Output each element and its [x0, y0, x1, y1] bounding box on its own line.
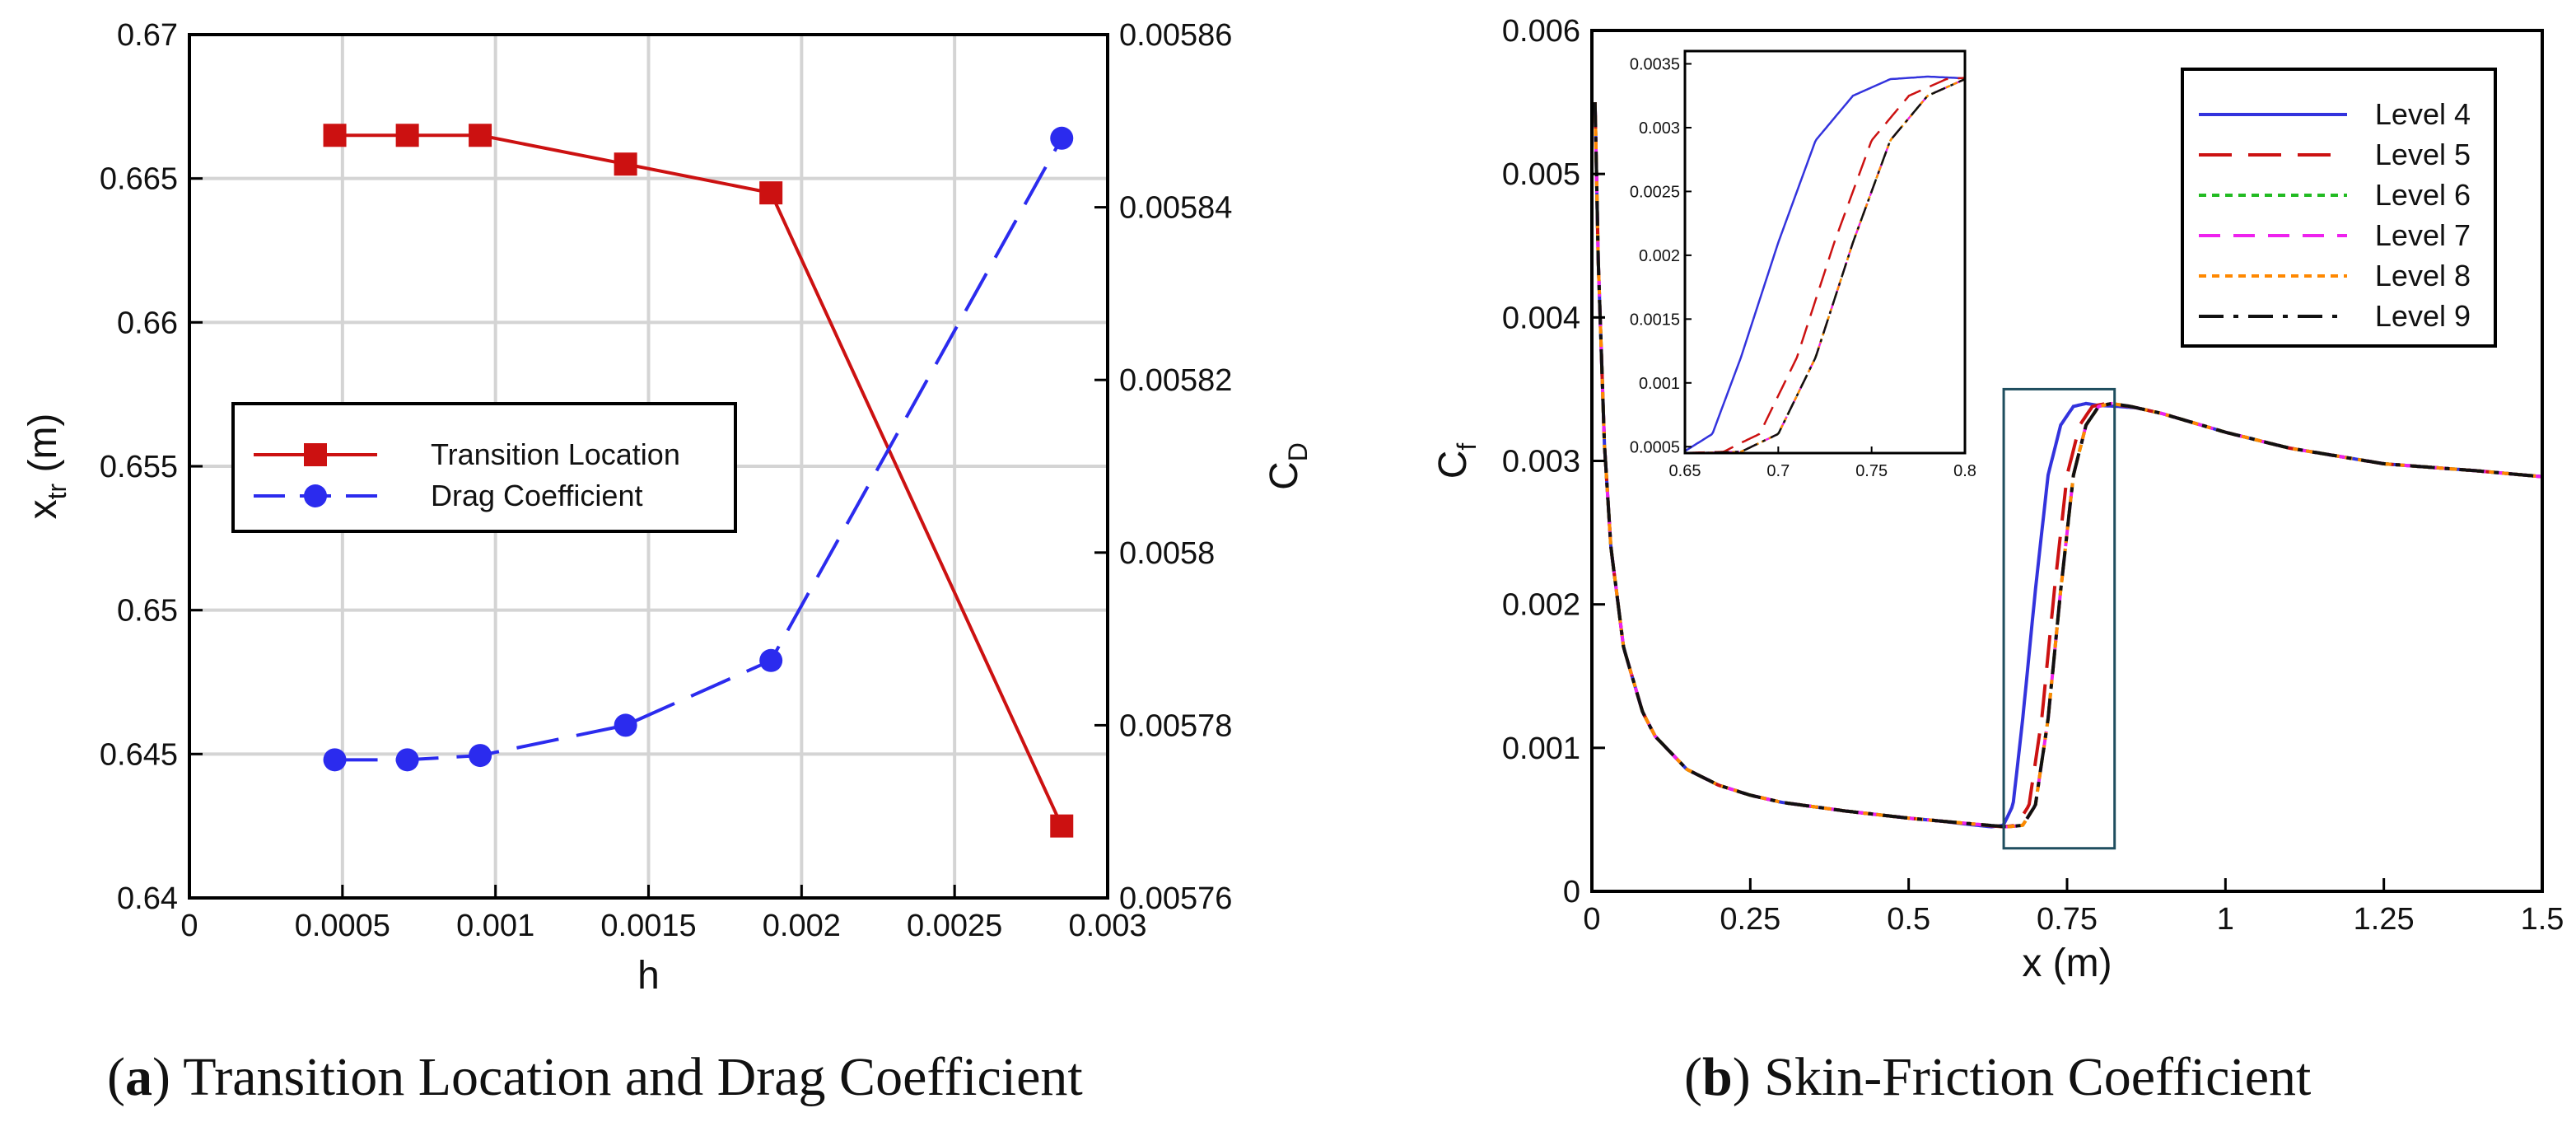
legend-label: Level 6	[2375, 178, 2471, 212]
x-tick-label: 0.75	[2037, 902, 2098, 937]
x-tick-label: 0.001	[456, 909, 534, 943]
legend-label: Level 8	[2375, 259, 2471, 292]
x-tick-label: 0.5	[1887, 902, 1930, 937]
inset-level-4-curve	[1685, 75, 1965, 452]
transition-location-point	[759, 181, 783, 205]
x-tick-label: 0	[180, 909, 198, 943]
x-tick-label: 1.25	[2354, 902, 2415, 937]
transition-location-point	[614, 152, 637, 176]
y2-axis-label-sub: D	[1283, 442, 1313, 461]
inset-y-tick-label: 0.0025	[1630, 183, 1680, 201]
y-axis-label-main: C	[1431, 451, 1475, 479]
y2-tick-label: 0.0058	[1119, 536, 1215, 571]
drag-coefficient-point	[469, 744, 492, 768]
drag-coefficient-point	[759, 648, 783, 672]
y-tick-label: 0.64	[117, 881, 178, 916]
x-tick-label: 0.0015	[600, 909, 696, 943]
y-tick-label: 0.003	[1502, 445, 1580, 479]
x-tick-label: 1	[2217, 902, 2234, 937]
y-tick-label: 0.65	[117, 594, 178, 629]
drag-coefficient-point	[323, 748, 347, 772]
legend-marker	[304, 484, 327, 507]
inset-y-tick-label: 0.0005	[1630, 438, 1680, 456]
zoom-box	[2002, 387, 2116, 850]
drag-coefficient-point	[1050, 126, 1074, 150]
legend-label: Level 5	[2375, 138, 2471, 171]
legend-label: Transition Location	[431, 437, 680, 471]
drag-coefficient-point	[395, 748, 419, 772]
y-axis-label-sub: tr	[42, 484, 72, 500]
y-tick-label: 0.655	[100, 450, 178, 484]
y-tick-label: 0.67	[117, 18, 178, 53]
y2-axis-label-main: C	[1262, 461, 1306, 490]
y-tick-label: 0	[1563, 875, 1580, 909]
x-axis-label: h	[637, 954, 660, 998]
legend-label: Drag Coefficient	[431, 479, 642, 512]
inset-y-tick-label: 0.002	[1639, 247, 1680, 265]
y-axis-label: xtr (m)	[21, 414, 72, 520]
inset-x-tick-label: 0.7	[1766, 462, 1790, 480]
y-tick-label: 0.665	[100, 162, 178, 197]
series-2-line	[334, 137, 1063, 762]
legend-label: Level 7	[2375, 218, 2471, 252]
inset-level-9-curve	[1685, 77, 1965, 453]
x-tick-label: 0.25	[1720, 902, 1780, 937]
x-tick-label: 0.0005	[295, 909, 390, 943]
transition-location-point	[323, 124, 347, 147]
x-tick-label: 0.0025	[907, 909, 1002, 943]
y-tick-label: 0.645	[100, 737, 178, 772]
transition-location-point	[1050, 814, 1074, 838]
inset-y-tick-label: 0.001	[1639, 375, 1680, 393]
x-tick-label: 0.003	[1068, 909, 1146, 943]
inset-x-tick-label: 0.75	[1855, 462, 1888, 480]
y-tick-label: 0.001	[1502, 732, 1580, 766]
caption-a-letter: a	[124, 1047, 152, 1107]
y-tick-label: 0.005	[1502, 157, 1580, 192]
y2-tick-label: 0.00584	[1119, 191, 1232, 226]
legend-box	[231, 402, 737, 533]
y-tick-label: 0.004	[1502, 301, 1580, 335]
caption-b: (b) Skin-Friction Coefficient	[1684, 1047, 2312, 1107]
series-1-line	[334, 133, 1064, 827]
y2-axis-label: CD	[1262, 442, 1313, 490]
inset-x-tick-label: 0.8	[1953, 462, 1976, 480]
legend-label: Level 9	[2375, 299, 2471, 333]
inset-y-tick-label: 0.003	[1639, 119, 1680, 138]
transition-location-point	[395, 124, 419, 147]
transition-location-point	[469, 124, 492, 147]
caption-a: (a) Transition Location and Drag Coeffic…	[107, 1047, 1083, 1107]
x-tick-label: 0	[1583, 902, 1600, 937]
inset-background	[1685, 51, 1965, 453]
inset-y-tick-label: 0.0035	[1630, 55, 1680, 73]
drag-coefficient-point	[614, 713, 637, 737]
x-tick-label: 0.002	[763, 909, 841, 943]
chart-a: 0 0.0005 0.001 0.0015 0.002 0.0025 0.003 0.64 0.…	[21, 18, 1313, 998]
y-axis-label-main: x	[21, 499, 65, 519]
inset-frame	[1683, 49, 1967, 455]
y2-tick-label: 0.00582	[1119, 363, 1232, 398]
chart-b: 0 0.25 0.5 0.75 1 1.25 1.5 0 0.001 0.002 0.003 0.00…	[1431, 14, 2564, 985]
y-axis-label: Cf	[1431, 443, 1482, 479]
y2-tick-label: 0.00576	[1119, 881, 1232, 916]
caption-b-text: Skin-Friction Coefficient	[1764, 1047, 2312, 1107]
y-tick-label: 0.006	[1502, 14, 1580, 49]
inset-level-5-curve	[1685, 77, 1965, 453]
caption-b-letter: b	[1701, 1047, 1733, 1107]
y2-tick-label: 0.00578	[1119, 708, 1232, 743]
legend-label: Level 4	[2375, 97, 2471, 131]
level-9-curve	[1593, 102, 2543, 829]
y-axis-label-unit: (m)	[21, 414, 65, 484]
x-axis-label: x (m)	[2022, 942, 2112, 985]
legend-marker	[304, 443, 327, 466]
x-tick-label: 1.5	[2521, 902, 2564, 937]
inset-y-tick-label: 0.0015	[1630, 311, 1680, 329]
y-tick-label: 0.002	[1502, 588, 1580, 623]
inset-x-tick-label: 0.65	[1669, 462, 1701, 480]
y2-tick-label: 0.00586	[1119, 18, 1232, 53]
y-tick-label: 0.66	[117, 306, 178, 340]
caption-a-text: Transition Location and Drag Coefficient	[183, 1047, 1083, 1107]
y-axis-label-sub: f	[1452, 443, 1482, 451]
